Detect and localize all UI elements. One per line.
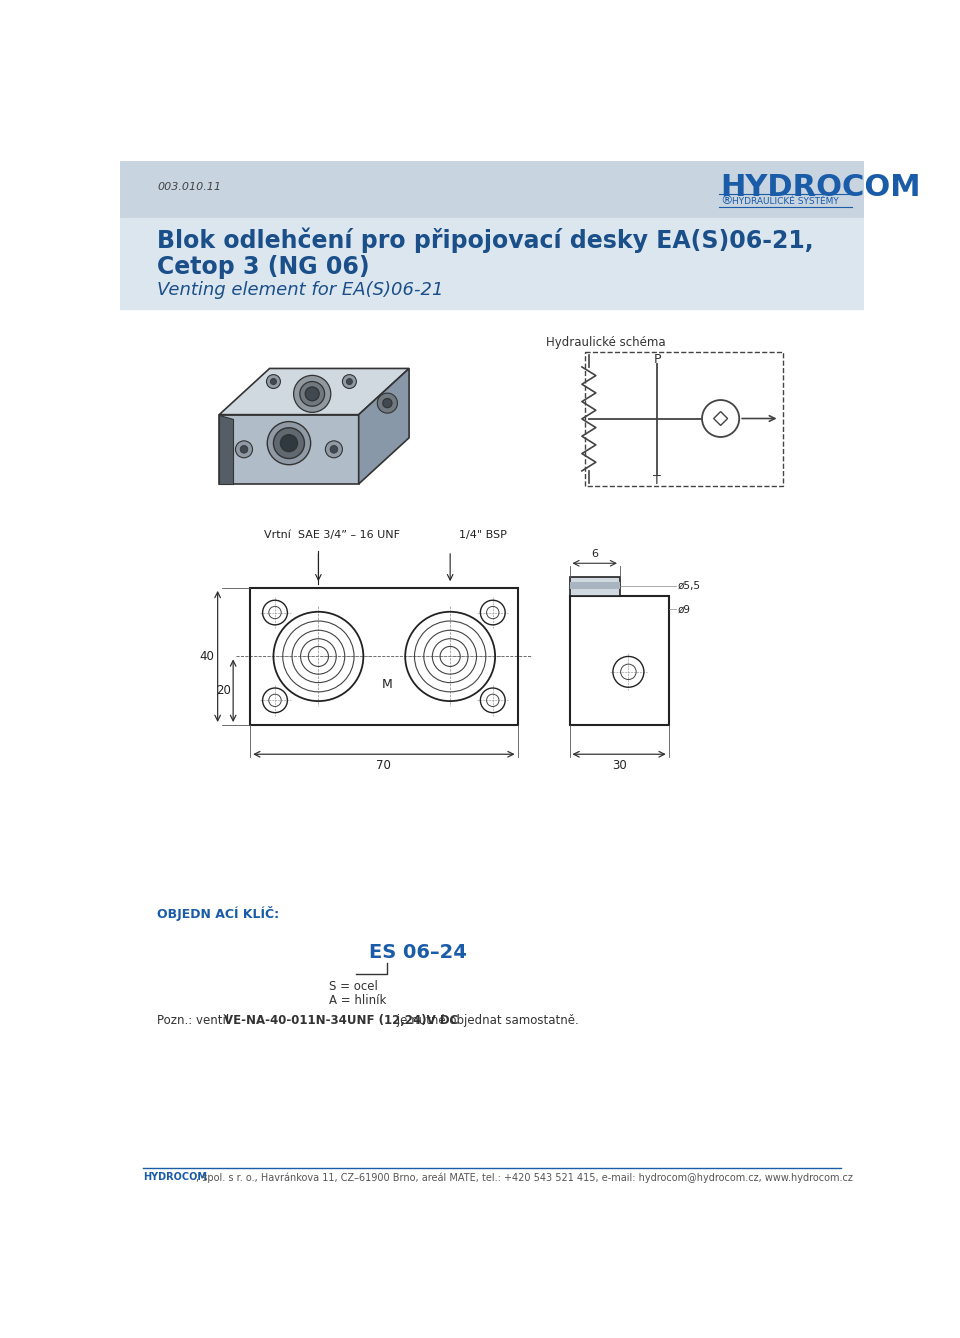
Text: HYDROCOM: HYDROCOM — [143, 1172, 207, 1183]
Circle shape — [271, 379, 276, 384]
Polygon shape — [359, 368, 409, 484]
Bar — [569, 595, 669, 725]
Polygon shape — [219, 415, 233, 484]
Text: 003.010.11: 003.010.11 — [157, 182, 221, 193]
Bar — [585, 352, 782, 486]
Text: Blok odlehčení pro připojovací desky EA(S)06-21,: Blok odlehčení pro připojovací desky EA(… — [157, 227, 814, 253]
Text: Pozn.: ventil: Pozn.: ventil — [157, 1014, 233, 1026]
Text: P: P — [654, 353, 660, 367]
Circle shape — [274, 428, 304, 459]
Circle shape — [235, 440, 252, 458]
Bar — [251, 587, 517, 725]
Circle shape — [347, 379, 352, 384]
Bar — [120, 218, 864, 309]
Circle shape — [300, 381, 324, 407]
Text: 30: 30 — [612, 759, 627, 772]
Text: Vrtní  SAE 3/4” – 16 UNF: Vrtní SAE 3/4” – 16 UNF — [264, 530, 400, 541]
Text: Venting element for EA(S)06-21: Venting element for EA(S)06-21 — [157, 281, 444, 300]
Text: 6: 6 — [590, 550, 598, 559]
Text: S = ocel: S = ocel — [329, 979, 378, 993]
Text: ø9: ø9 — [678, 605, 691, 614]
Text: M: M — [382, 678, 393, 690]
Circle shape — [280, 435, 298, 452]
Circle shape — [343, 375, 356, 388]
Text: HYDROCOM: HYDROCOM — [721, 173, 922, 202]
Text: 20: 20 — [216, 684, 230, 697]
Circle shape — [267, 375, 280, 388]
Text: je nutné objednat samostatně.: je nutné objednat samostatně. — [393, 1014, 579, 1026]
Text: T: T — [653, 474, 660, 487]
Text: A = hliník: A = hliník — [329, 994, 387, 1006]
Circle shape — [305, 387, 319, 401]
Text: 70: 70 — [376, 759, 391, 772]
Bar — [120, 161, 864, 218]
Polygon shape — [219, 368, 409, 415]
Text: Hydraulické schéma: Hydraulické schéma — [546, 336, 666, 349]
Circle shape — [383, 399, 392, 408]
Text: ®: ® — [721, 194, 733, 207]
Text: Cetop 3 (NG 06): Cetop 3 (NG 06) — [157, 256, 370, 280]
Circle shape — [377, 393, 397, 413]
Text: 1/4" BSP: 1/4" BSP — [460, 530, 507, 541]
Text: , spol. s r. o., Havránkova 11, CZ–61900 Brno, areál MATE, tel.: +420 543 521 41: , spol. s r. o., Havránkova 11, CZ–61900… — [196, 1172, 852, 1183]
Bar — [569, 582, 620, 590]
Circle shape — [240, 446, 248, 454]
Text: OBJEDN ACÍ KLÍČ:: OBJEDN ACÍ KLÍČ: — [157, 906, 279, 921]
Text: 40: 40 — [199, 650, 214, 662]
Circle shape — [330, 446, 338, 454]
Text: VE-NA-40-011N-34UNF (12,24)V DC: VE-NA-40-011N-34UNF (12,24)V DC — [224, 1014, 458, 1026]
Polygon shape — [219, 415, 359, 484]
Circle shape — [267, 421, 311, 464]
Circle shape — [294, 376, 331, 412]
Bar — [569, 577, 620, 595]
Text: ES 06–24: ES 06–24 — [370, 943, 468, 962]
Circle shape — [325, 440, 343, 458]
Text: ø5,5: ø5,5 — [678, 582, 701, 591]
Text: HYDRAULICKÉ SYSTÉMY: HYDRAULICKÉ SYSTÉMY — [732, 197, 839, 206]
